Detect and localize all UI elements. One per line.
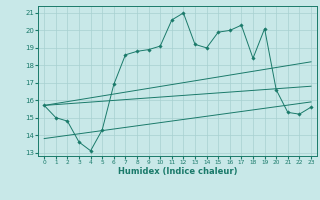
X-axis label: Humidex (Indice chaleur): Humidex (Indice chaleur) — [118, 167, 237, 176]
